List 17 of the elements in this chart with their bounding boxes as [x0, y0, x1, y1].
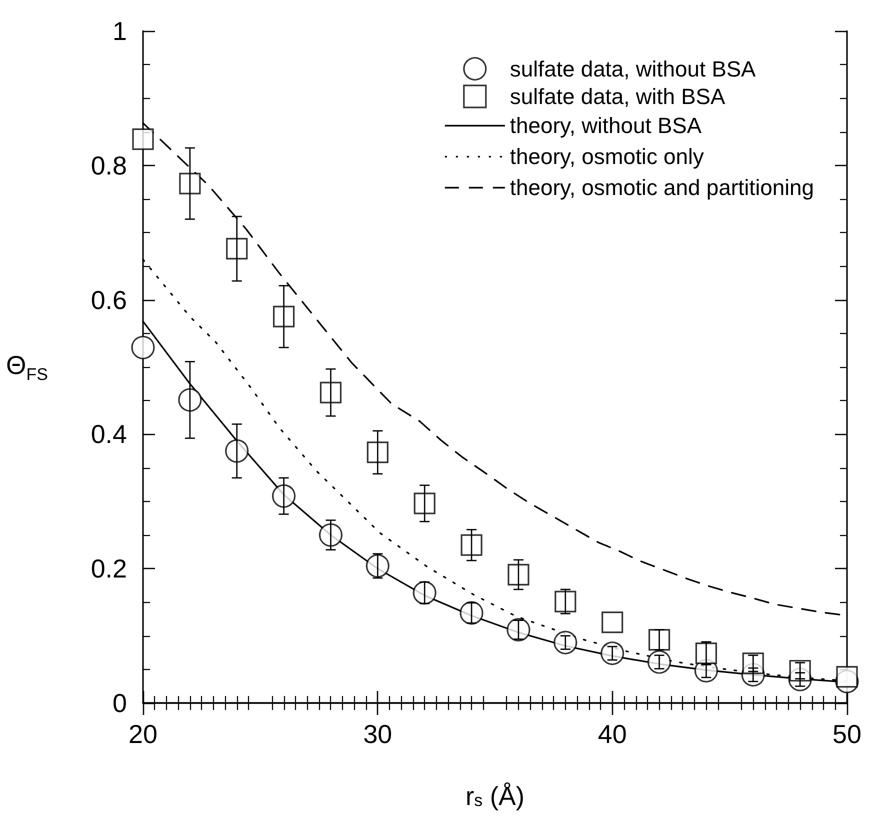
y-tick-label: 0.2 — [90, 554, 127, 584]
legend-label: theory, without BSA — [510, 113, 702, 138]
y-axis-title: Θ$_{FS}$ — [6, 350, 48, 386]
y-tick-label: 0.4 — [90, 419, 127, 450]
x-tick-label: 20 — [128, 719, 158, 749]
y-tick-label: 0.6 — [90, 284, 127, 315]
x-axis-title: rs (Å) — [465, 781, 525, 811]
legend-label: theory, osmotic and partitioning — [510, 175, 814, 200]
x-tick-label: 40 — [598, 719, 627, 749]
legend-label: sulfate data, without BSA — [510, 56, 756, 82]
x-tick-label: 50 — [832, 719, 862, 749]
legend-label: sulfate data, with BSA — [510, 84, 726, 109]
y-tick-label: 0 — [112, 688, 127, 718]
y-tick-label: 1 — [112, 16, 127, 46]
legend-label: theory, osmotic only — [510, 144, 704, 170]
x-tick-label: 30 — [363, 719, 392, 749]
y-tick-label: 0.8 — [90, 150, 127, 180]
